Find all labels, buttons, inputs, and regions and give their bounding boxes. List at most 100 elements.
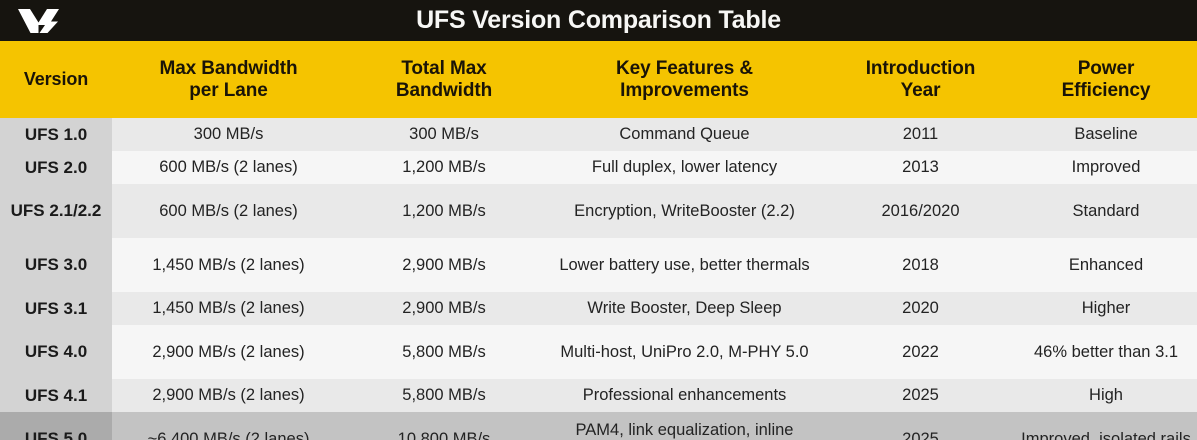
cell-text: High: [1089, 386, 1123, 405]
cell-text: UFS 5.0: [24, 429, 88, 440]
cell-text: Command Queue: [619, 125, 750, 144]
cell-text: 600 MB/s (2 lanes): [159, 158, 298, 177]
cell-text: UFS 3.0: [24, 255, 88, 275]
title-bar: UFS Version Comparison Table: [0, 0, 1197, 41]
table-row: UFS 3.1 1,450 MB/s (2 lanes) 2,900 MB/s Wri…: [0, 292, 1197, 325]
cell-text: Improved, isolated rails: [1021, 429, 1191, 440]
cell-text: 1,200 MB/s: [402, 158, 486, 177]
cell-text: 2020: [902, 299, 939, 318]
column-header-version: Version: [0, 41, 112, 118]
cell-text: Multi-host, UniPro 2.0, M-PHY 5.0: [560, 342, 809, 361]
cell-features: Command Queue: [543, 118, 826, 151]
cell-version: UFS 3.1: [0, 292, 112, 325]
column-header-power-efficiency: Power Efficiency: [1061, 58, 1151, 101]
cell-text: 2025: [902, 386, 939, 405]
cell-version: UFS 1.0: [0, 118, 112, 151]
cell-text: PAM4, link equalization, inline hashing: [575, 420, 794, 440]
cell-features: Lower battery use, better thermals: [543, 238, 826, 292]
cell-text: Full duplex, lower latency: [591, 158, 778, 177]
cell-max_lane: 2,900 MB/s (2 lanes): [112, 379, 345, 412]
cell-features: Multi-host, UniPro 2.0, M-PHY 5.0: [543, 325, 826, 379]
cell-max_lane: 1,450 MB/s (2 lanes): [112, 238, 345, 292]
cell-year: 2011: [826, 118, 1015, 151]
cell-text: 2,900 MB/s: [402, 255, 486, 274]
comparison-table: Version Max Bandwidth per Lane Total Max B…: [0, 41, 1197, 440]
cell-text: 2016/2020: [881, 201, 960, 220]
cell-text: Encryption, WriteBooster (2.2): [574, 201, 795, 220]
cell-text: UFS 1.0: [24, 124, 88, 144]
cell-power: Higher: [1015, 292, 1197, 325]
cell-max_lane: ~6,400 MB/s (2 lanes): [112, 412, 345, 440]
cell-text: Write Booster, Deep Sleep: [587, 299, 782, 318]
cell-text: 5,800 MB/s: [402, 386, 486, 405]
cell-features: PAM4, link equalization, inline hashing: [543, 412, 826, 440]
cell-year: 2016/2020: [826, 184, 1015, 238]
cell-power: Baseline: [1015, 118, 1197, 151]
cell-text: 2,900 MB/s (2 lanes): [152, 386, 305, 405]
column-header-max-bandwidth-per-lane: Max Bandwidth per Lane: [159, 58, 298, 101]
column-header-total-max-bandwidth: Total Max Bandwidth: [395, 58, 493, 101]
cell-version: UFS 2.1/2.2: [0, 184, 112, 238]
cell-total_max: 1,200 MB/s: [345, 184, 543, 238]
table-body: UFS 1.0 300 MB/s 300 MB/s Command Queue 2011…: [0, 118, 1197, 440]
table-row: UFS 2.0 600 MB/s (2 lanes) 1,200 MB/s Full …: [0, 151, 1197, 184]
cell-text: 2018: [902, 255, 939, 274]
cell-max_lane: 600 MB/s (2 lanes): [112, 184, 345, 238]
cell-version: UFS 5.0: [0, 412, 112, 440]
cell-text: UFS 4.1: [24, 385, 88, 405]
page-title: UFS Version Comparison Table: [416, 6, 781, 34]
table-row: UFS 2.1/2.2 600 MB/s (2 lanes) 1,200 MB/s E…: [0, 184, 1197, 238]
cell-text: Professional enhancements: [582, 386, 787, 405]
cell-total_max: 2,900 MB/s: [345, 292, 543, 325]
cell-max_lane: 600 MB/s (2 lanes): [112, 151, 345, 184]
cell-total_max: 1,200 MB/s: [345, 151, 543, 184]
cell-max_lane: 2,900 MB/s (2 lanes): [112, 325, 345, 379]
cell-year: 2013: [826, 151, 1015, 184]
cell-features: Encryption, WriteBooster (2.2): [543, 184, 826, 238]
cell-text: ~6,400 MB/s (2 lanes): [147, 429, 310, 440]
cell-total_max: 2,900 MB/s: [345, 238, 543, 292]
cell-text: Baseline: [1074, 125, 1138, 144]
cell-year: 2025: [826, 412, 1015, 440]
cell-power: 46% better than 3.1: [1015, 325, 1197, 379]
table-header-row: Version Max Bandwidth per Lane Total Max B…: [0, 41, 1197, 118]
cell-power: Enhanced: [1015, 238, 1197, 292]
cell-total_max: 5,800 MB/s: [345, 379, 543, 412]
cell-total_max: 5,800 MB/s: [345, 325, 543, 379]
cell-features: Write Booster, Deep Sleep: [543, 292, 826, 325]
cell-text: 300 MB/s: [409, 125, 479, 144]
cell-version: UFS 3.0: [0, 238, 112, 292]
cell-text: UFS 3.1: [24, 298, 88, 318]
cell-text: 2011: [902, 125, 939, 144]
table-row: UFS 4.0 2,900 MB/s (2 lanes) 5,800 MB/s Mul…: [0, 325, 1197, 379]
cell-features: Professional enhancements: [543, 379, 826, 412]
cell-text: UFS 2.0: [24, 157, 88, 177]
cell-max_lane: 1,450 MB/s (2 lanes): [112, 292, 345, 325]
cell-total_max: 10,800 MB/s: [345, 412, 543, 440]
cell-text: 1,450 MB/s (2 lanes): [152, 255, 305, 274]
table-row: UFS 3.0 1,450 MB/s (2 lanes) 2,900 MB/s Low…: [0, 238, 1197, 292]
cell-text: 300 MB/s: [193, 125, 264, 144]
cell-text: 10,800 MB/s: [397, 429, 491, 440]
cell-text: 1,450 MB/s (2 lanes): [152, 299, 305, 318]
cell-text: Lower battery use, better thermals: [559, 255, 810, 274]
cell-text: Improved: [1071, 158, 1141, 177]
cell-power: Improved, isolated rails: [1015, 412, 1197, 440]
cell-power: Standard: [1015, 184, 1197, 238]
chevron-v-logo-icon: [18, 8, 59, 33]
cell-features: Full duplex, lower latency: [543, 151, 826, 184]
cell-text: Enhanced: [1068, 255, 1144, 274]
cell-version: UFS 2.0: [0, 151, 112, 184]
table-row: UFS 4.1 2,900 MB/s (2 lanes) 5,800 MB/s Pro…: [0, 379, 1197, 412]
cell-year: 2020: [826, 292, 1015, 325]
cell-text: 46% better than 3.1: [1033, 342, 1179, 361]
cell-text: 5,800 MB/s: [402, 342, 486, 361]
cell-text: Standard: [1072, 201, 1140, 220]
column-header-introduction-year: Introduction Year: [865, 58, 976, 101]
cell-power: Improved: [1015, 151, 1197, 184]
cell-text: 2013: [902, 158, 939, 177]
cell-text: 2,900 MB/s: [402, 299, 486, 318]
cell-text: UFS 2.1/2.2: [10, 201, 102, 221]
cell-total_max: 300 MB/s: [345, 118, 543, 151]
